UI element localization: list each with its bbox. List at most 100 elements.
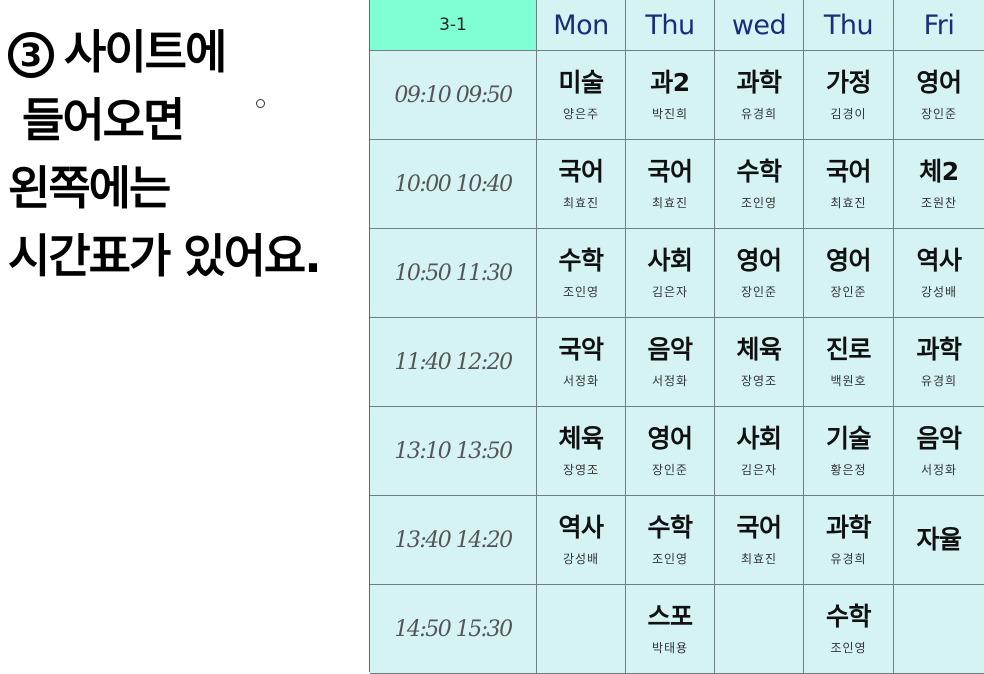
subject-name: 스포 [647,602,693,631]
period-time: 11:40 12:20 [394,349,513,375]
teacher-name: 조인영 [830,641,867,655]
day-label: Thu [645,9,695,41]
class-cell: 국어 최효진 [804,140,894,229]
subject-name: 음악 [916,424,962,453]
period-time-cell: 09:10 09:50 [370,51,537,140]
teacher-name: 조원찬 [920,196,958,210]
subject-name: 영어 [647,424,693,453]
day-header: Thu [626,0,715,51]
class-cell-empty [894,585,984,674]
day-header: Thu [804,0,894,51]
subject-name: 체육 [558,424,604,453]
period-time: 10:00 10:40 [394,171,513,197]
subject-name: 과2 [650,68,690,97]
teacher-name: 장인준 [651,463,689,477]
class-cell: 수학 조인영 [537,229,626,318]
subject-name: 수학 [558,246,604,275]
teacher-name: 유경희 [920,374,958,388]
subject-name: 자율 [916,525,962,554]
subject-name: 수학 [825,602,872,631]
period-time: 13:40 14:20 [394,527,513,553]
teacher-name: 서정화 [920,463,958,477]
class-label-cell: 3-1 [370,0,537,51]
handwritten-note: 3 사이트에 들어오면 왼쪽에는 시간표가 있어요. [8,18,358,290]
subject-name: 영어 [736,246,782,275]
note-line-1: 3 사이트에 [8,18,358,86]
teacher-name: 김은자 [740,463,778,477]
period-time-cell: 14:50 15:30 [370,585,537,674]
note-line-4: 시간표가 있어요. [8,229,322,283]
class-cell: 국어 최효진 [715,496,804,585]
subject-name: 국어 [558,157,604,186]
subject-name: 영어 [916,68,962,97]
subject-name: 국악 [558,335,604,364]
period-time-cell: 11:40 12:20 [370,318,537,407]
class-cell: 영어 장인준 [804,229,894,318]
subject-name: 미술 [558,68,604,97]
subject-name: 과학 [916,335,962,364]
teacher-name: 백원호 [830,374,867,388]
teacher-name: 최효진 [562,196,600,210]
day-header: Mon [537,0,626,51]
day-header: Fri [894,0,984,51]
note-line-2: 들어오면 [22,93,185,147]
teacher-name: 장인준 [920,107,958,121]
class-cell: 국어 최효진 [626,140,715,229]
class-cell: 체육 장영조 [715,318,804,407]
class-cell: 진로 백원호 [804,318,894,407]
class-cell: 역사 강성배 [537,496,626,585]
subject-name: 사회 [736,424,782,453]
subject-name: 수학 [647,513,693,542]
teacher-name: 서정화 [651,374,689,388]
class-cell: 사회 김은자 [626,229,715,318]
day-label: Fri [923,9,955,41]
teacher-name: 황은정 [830,463,867,477]
teacher-name: 서정화 [562,374,600,388]
teacher-name: 박태용 [651,641,689,655]
day-label: Mon [553,9,609,41]
teacher-name: 강성배 [562,552,600,566]
teacher-name: 최효진 [651,196,689,210]
day-label: Thu [823,9,874,41]
teacher-name: 장영조 [740,374,778,388]
teacher-name: 양은주 [562,107,600,121]
teacher-name: 조인영 [740,196,778,210]
subject-name: 음악 [647,335,693,364]
teacher-name: 조인영 [651,552,689,566]
teacher-name: 유경희 [740,107,778,121]
subject-name: 기술 [825,424,872,453]
teacher-name: 장인준 [740,285,778,299]
period-time-cell: 13:10 13:50 [370,407,537,496]
subject-name: 수학 [736,157,782,186]
teacher-name: 강성배 [920,285,958,299]
period-time: 14:50 15:30 [394,616,513,642]
period-time: 10:50 11:30 [394,260,513,286]
class-cell: 과학 유경희 [804,496,894,585]
period-time-cell: 10:00 10:40 [370,140,537,229]
day-header: wed [715,0,804,51]
cursor-dot-icon [256,99,265,108]
day-label: wed [731,9,787,41]
class-cell: 가정 김경이 [804,51,894,140]
class-cell: 체2 조원찬 [894,140,984,229]
subject-name: 국어 [736,513,782,542]
subject-name: 과학 [736,68,782,97]
subject-name: 역사 [916,246,962,275]
class-cell-empty [715,585,804,674]
class-label: 3-1 [439,15,467,35]
class-cell-empty [537,585,626,674]
subject-name: 사회 [647,246,693,275]
